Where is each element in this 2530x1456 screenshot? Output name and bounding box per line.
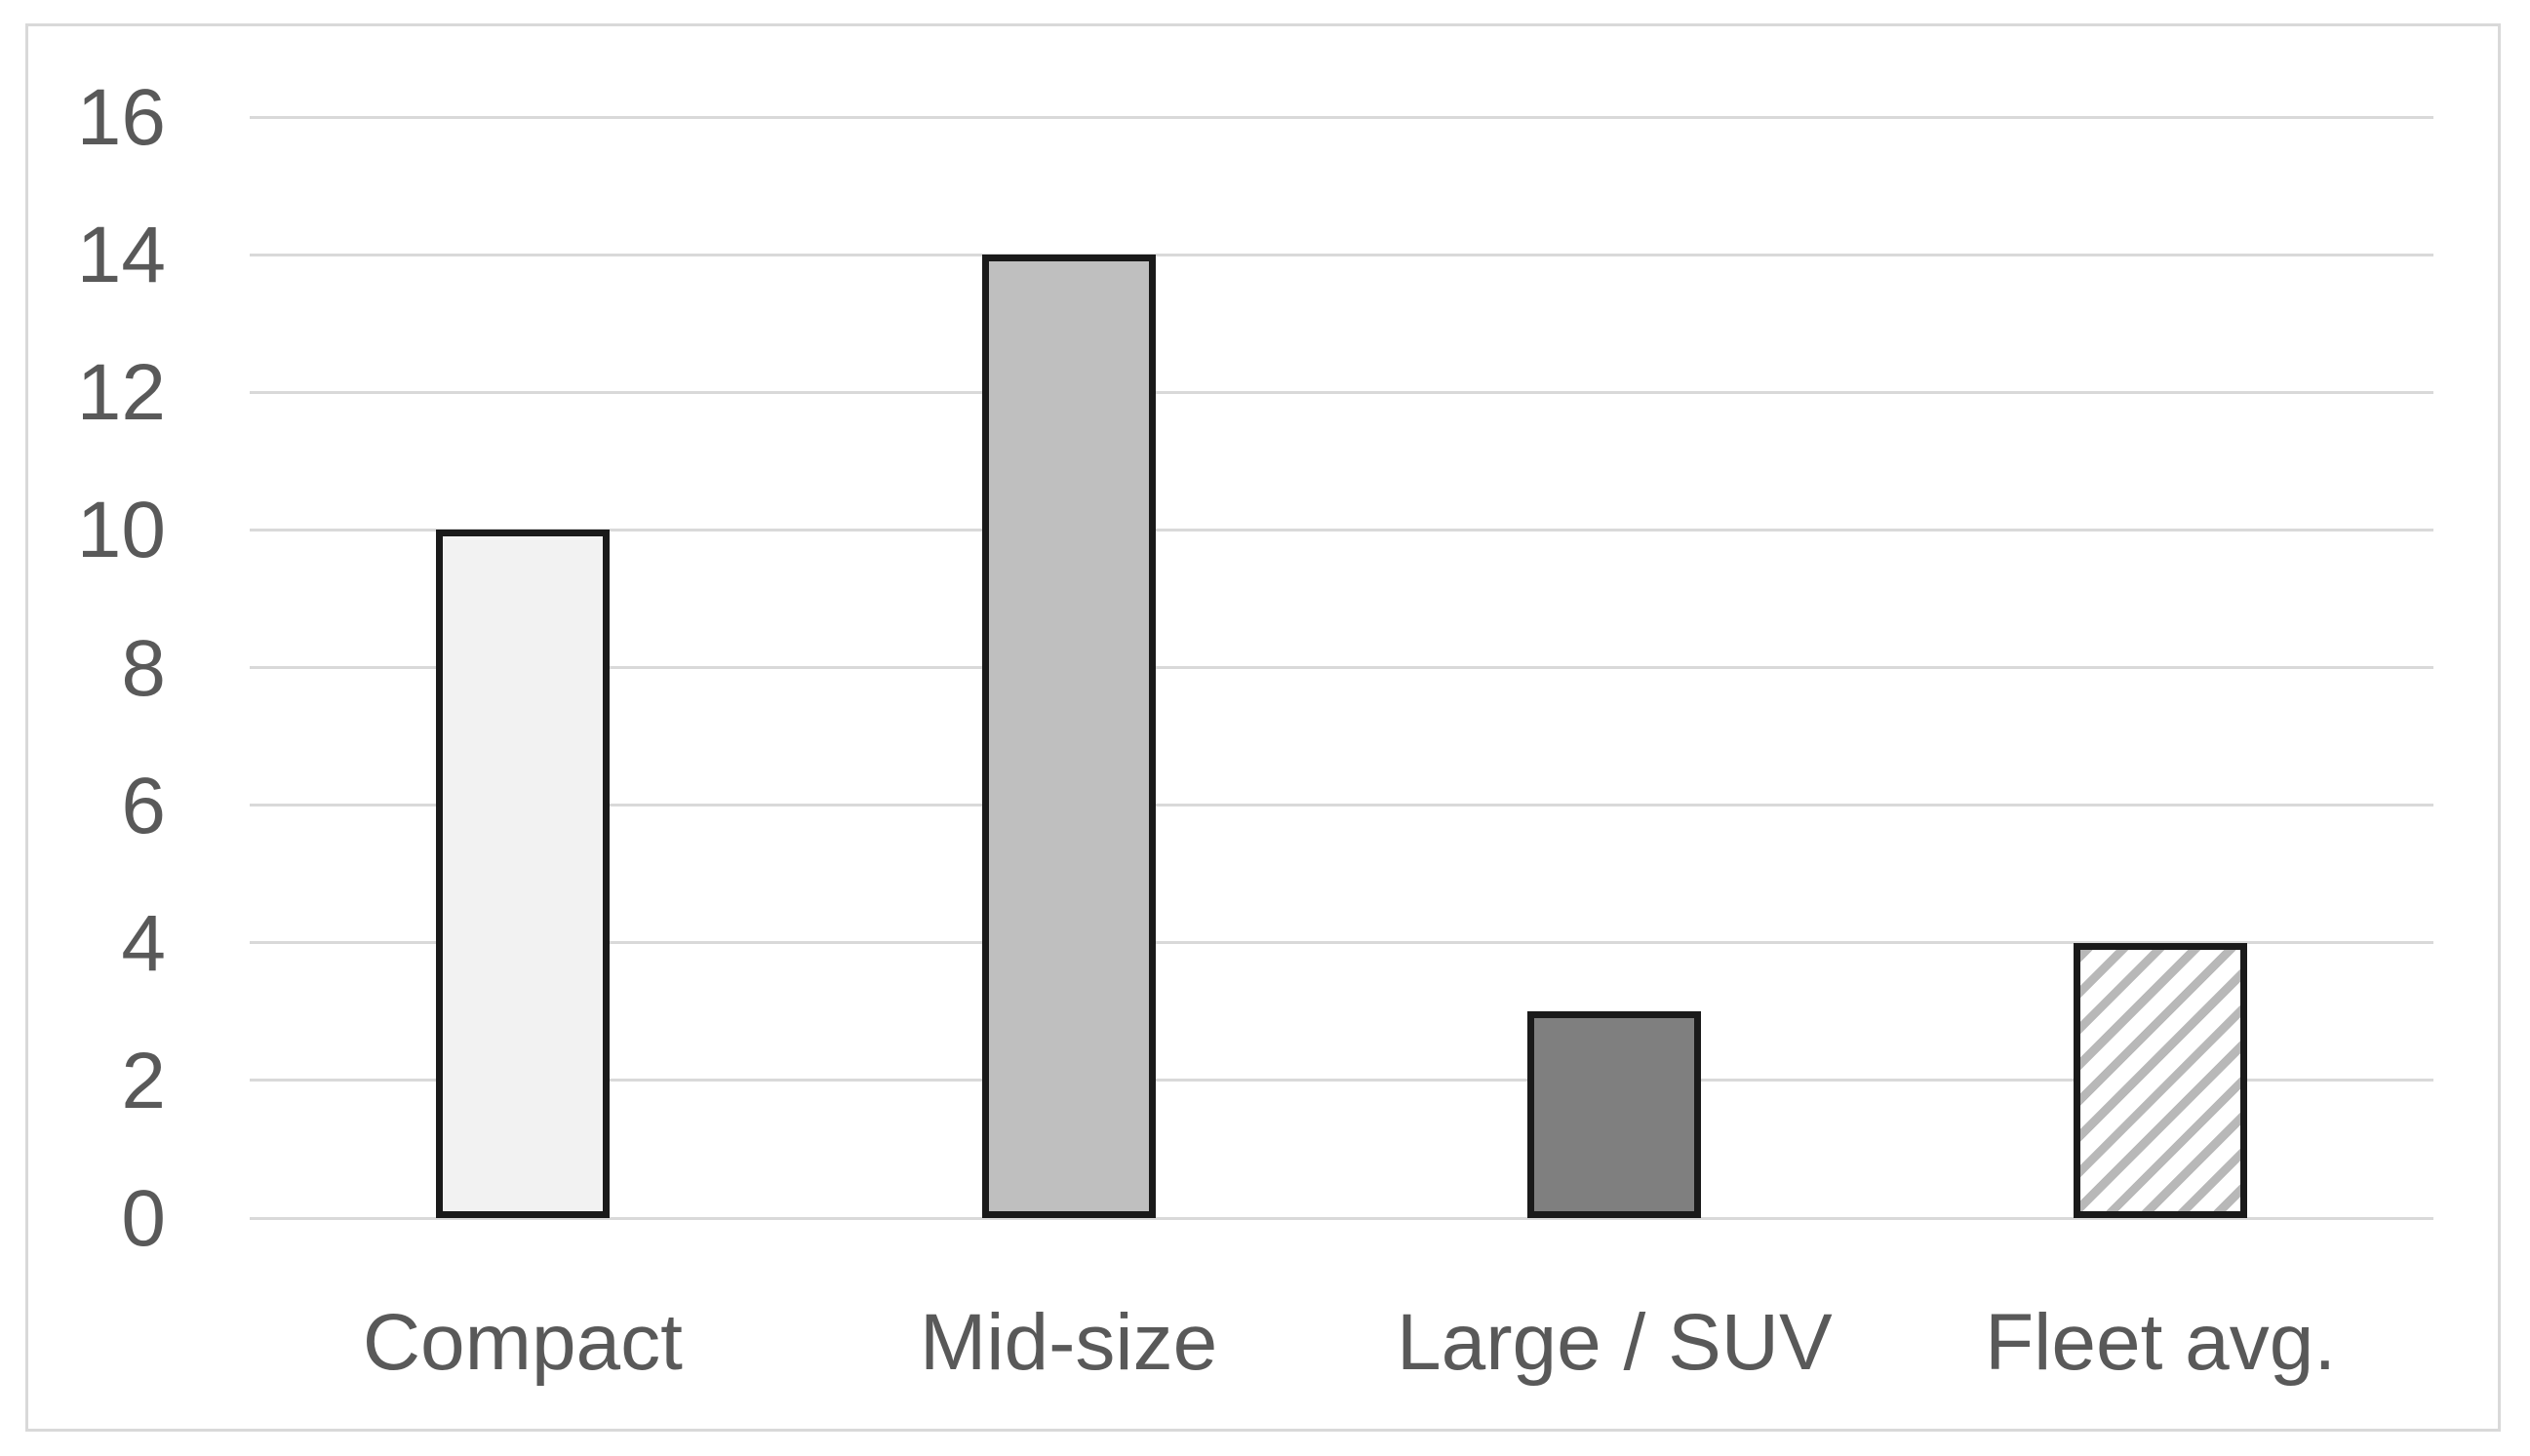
gridline-y-2 <box>250 1079 2433 1082</box>
x-axis-category-label-compact: Compact <box>362 1298 683 1387</box>
bar-mid-size <box>981 255 1156 1218</box>
gridline-y-12 <box>250 390 2433 394</box>
gridline-y-10 <box>250 528 2433 531</box>
x-axis-category-label-large-suv: Large / SUV <box>1397 1298 1833 1387</box>
gridline-y-4 <box>250 941 2433 945</box>
x-axis-category-label-fleet-avg: Fleet avg. <box>1985 1298 2337 1387</box>
y-axis-tick-label: 6 <box>121 761 166 850</box>
gridline-y-0 <box>250 1216 2433 1220</box>
gridline-y-6 <box>250 804 2433 807</box>
y-axis-tick-label: 16 <box>76 73 166 162</box>
y-axis-tick-label: 0 <box>121 1174 166 1263</box>
y-axis-tick-label: 14 <box>76 211 166 300</box>
plot-area <box>250 115 2433 1220</box>
gridline-y-14 <box>250 253 2433 256</box>
y-axis-tick-label: 2 <box>121 1036 166 1125</box>
gridline-y-8 <box>250 666 2433 669</box>
chart-frame: 0 2 4 6 8 10 12 14 16 Compact Mid-size Large / SUV F… <box>25 23 2501 1432</box>
y-axis-tick-label: 4 <box>121 898 166 988</box>
y-axis-tick-label: 8 <box>121 623 166 713</box>
x-axis-category-label-mid-size: Mid-size <box>919 1298 1218 1387</box>
bar-fleet-avg <box>2074 942 2248 1218</box>
y-axis-tick-label: 10 <box>76 486 166 575</box>
bar-large-suv <box>1527 1011 1702 1218</box>
y-axis-tick-label: 12 <box>76 348 166 438</box>
bar-compact <box>435 530 610 1218</box>
gridline-y-16 <box>250 115 2433 119</box>
